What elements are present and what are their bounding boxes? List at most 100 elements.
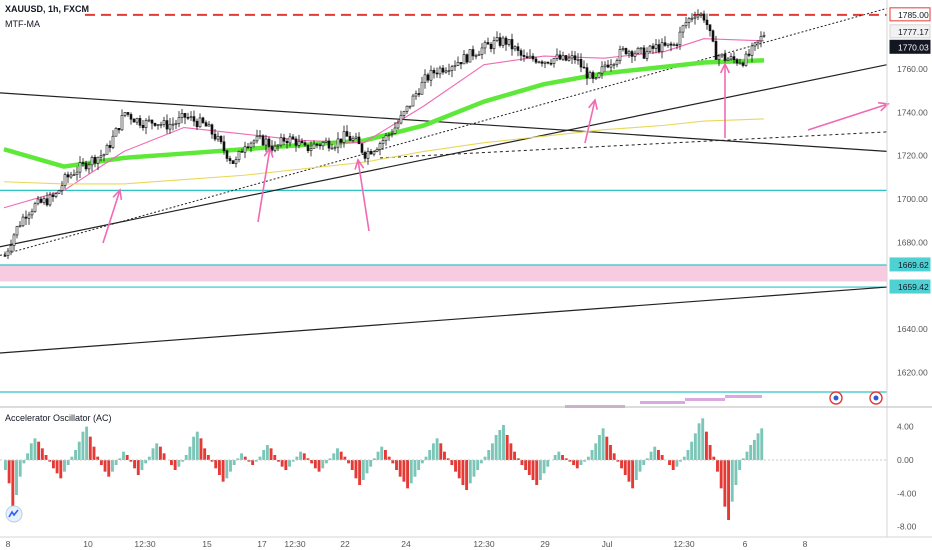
candle-body [630,51,634,57]
candle-body [609,64,613,68]
candle [537,60,541,64]
ac-bar [490,443,494,460]
candle [453,60,457,71]
candle [327,137,331,152]
candle [27,211,31,225]
candle [735,57,739,66]
price-label-text: 1770.03 [898,42,929,52]
candle [42,196,46,205]
candle [159,121,163,129]
candle [663,36,667,47]
ac-bar [199,438,203,460]
ac-bar [682,456,686,460]
candle [246,143,250,150]
candle-body [534,58,538,63]
candle [456,56,460,66]
candle-body [327,140,331,149]
candle-body [366,150,370,159]
candle [105,143,109,155]
ac-bar [395,460,398,470]
candle-body [297,140,301,146]
candle-body [135,118,139,123]
candle-body [348,136,352,141]
ac-bar [402,460,406,482]
ac-bar [96,456,100,460]
candle [591,70,595,84]
oscillator-title[interactable]: Accelerator Oscillator (AC) [5,413,112,423]
x-tick-label: 6 [743,539,748,549]
candle [87,162,91,174]
candle-body [594,77,598,80]
candle-body [480,47,484,55]
candle [438,65,442,79]
ac-bar [55,460,59,474]
candle [162,116,166,128]
candle [405,105,409,115]
ac-bar [251,460,255,465]
ac-bar [273,455,277,460]
ac-bar [221,460,225,482]
candle-body [345,131,349,137]
support-zone [0,264,887,282]
ac-bar [288,460,291,467]
candle [81,158,85,167]
candle-body [219,136,223,143]
candle [441,64,445,75]
candle-body [36,198,40,205]
candle-body [33,203,37,212]
ac-bar [546,460,550,467]
ac-bar [365,460,369,474]
ac-bar [291,460,295,462]
candle [552,57,556,68]
candle-body [444,70,448,73]
candle-body [582,66,586,69]
ac-bar [443,451,446,460]
candle [636,46,640,55]
candle [696,9,700,20]
candle-body [405,105,409,112]
candle [750,42,754,63]
candle [351,135,355,143]
candle-body [744,53,748,66]
ac-bar [671,460,675,470]
candle-body [702,13,706,21]
candle-body [735,59,739,64]
candle [240,148,244,153]
ac-bar [88,436,92,460]
candle-body [309,147,313,152]
candle [627,49,631,58]
indicator-label[interactable]: MTF-MA [5,19,40,29]
osc-y-tick-label: -8.00 [897,522,917,532]
ac-bar [465,460,469,490]
candle-body [705,19,709,26]
ac-bar [140,460,144,470]
candle [387,132,391,141]
ac-bar [509,443,513,460]
candle [186,112,190,121]
candle [600,61,604,79]
candle [372,150,376,157]
candle-body [231,160,235,164]
candle-body [237,151,241,160]
candle-body [261,135,265,146]
candle [639,47,643,55]
ac-bar [708,445,712,460]
candle [522,49,526,62]
candle [465,53,469,65]
candle [318,143,322,150]
ac-bar [668,460,671,465]
x-tick-label: 12:30 [134,539,156,549]
ac-bar [579,460,583,465]
candle-body [648,45,652,52]
candle [462,50,466,65]
candle [531,53,535,62]
candle-body [291,136,295,140]
ac-bar [40,448,44,460]
ac-bar [361,460,365,480]
candle [312,140,316,149]
candle [144,118,148,135]
ac-bar [70,456,74,460]
candle [483,40,487,55]
y-tick-label: 1740.00 [897,107,928,117]
